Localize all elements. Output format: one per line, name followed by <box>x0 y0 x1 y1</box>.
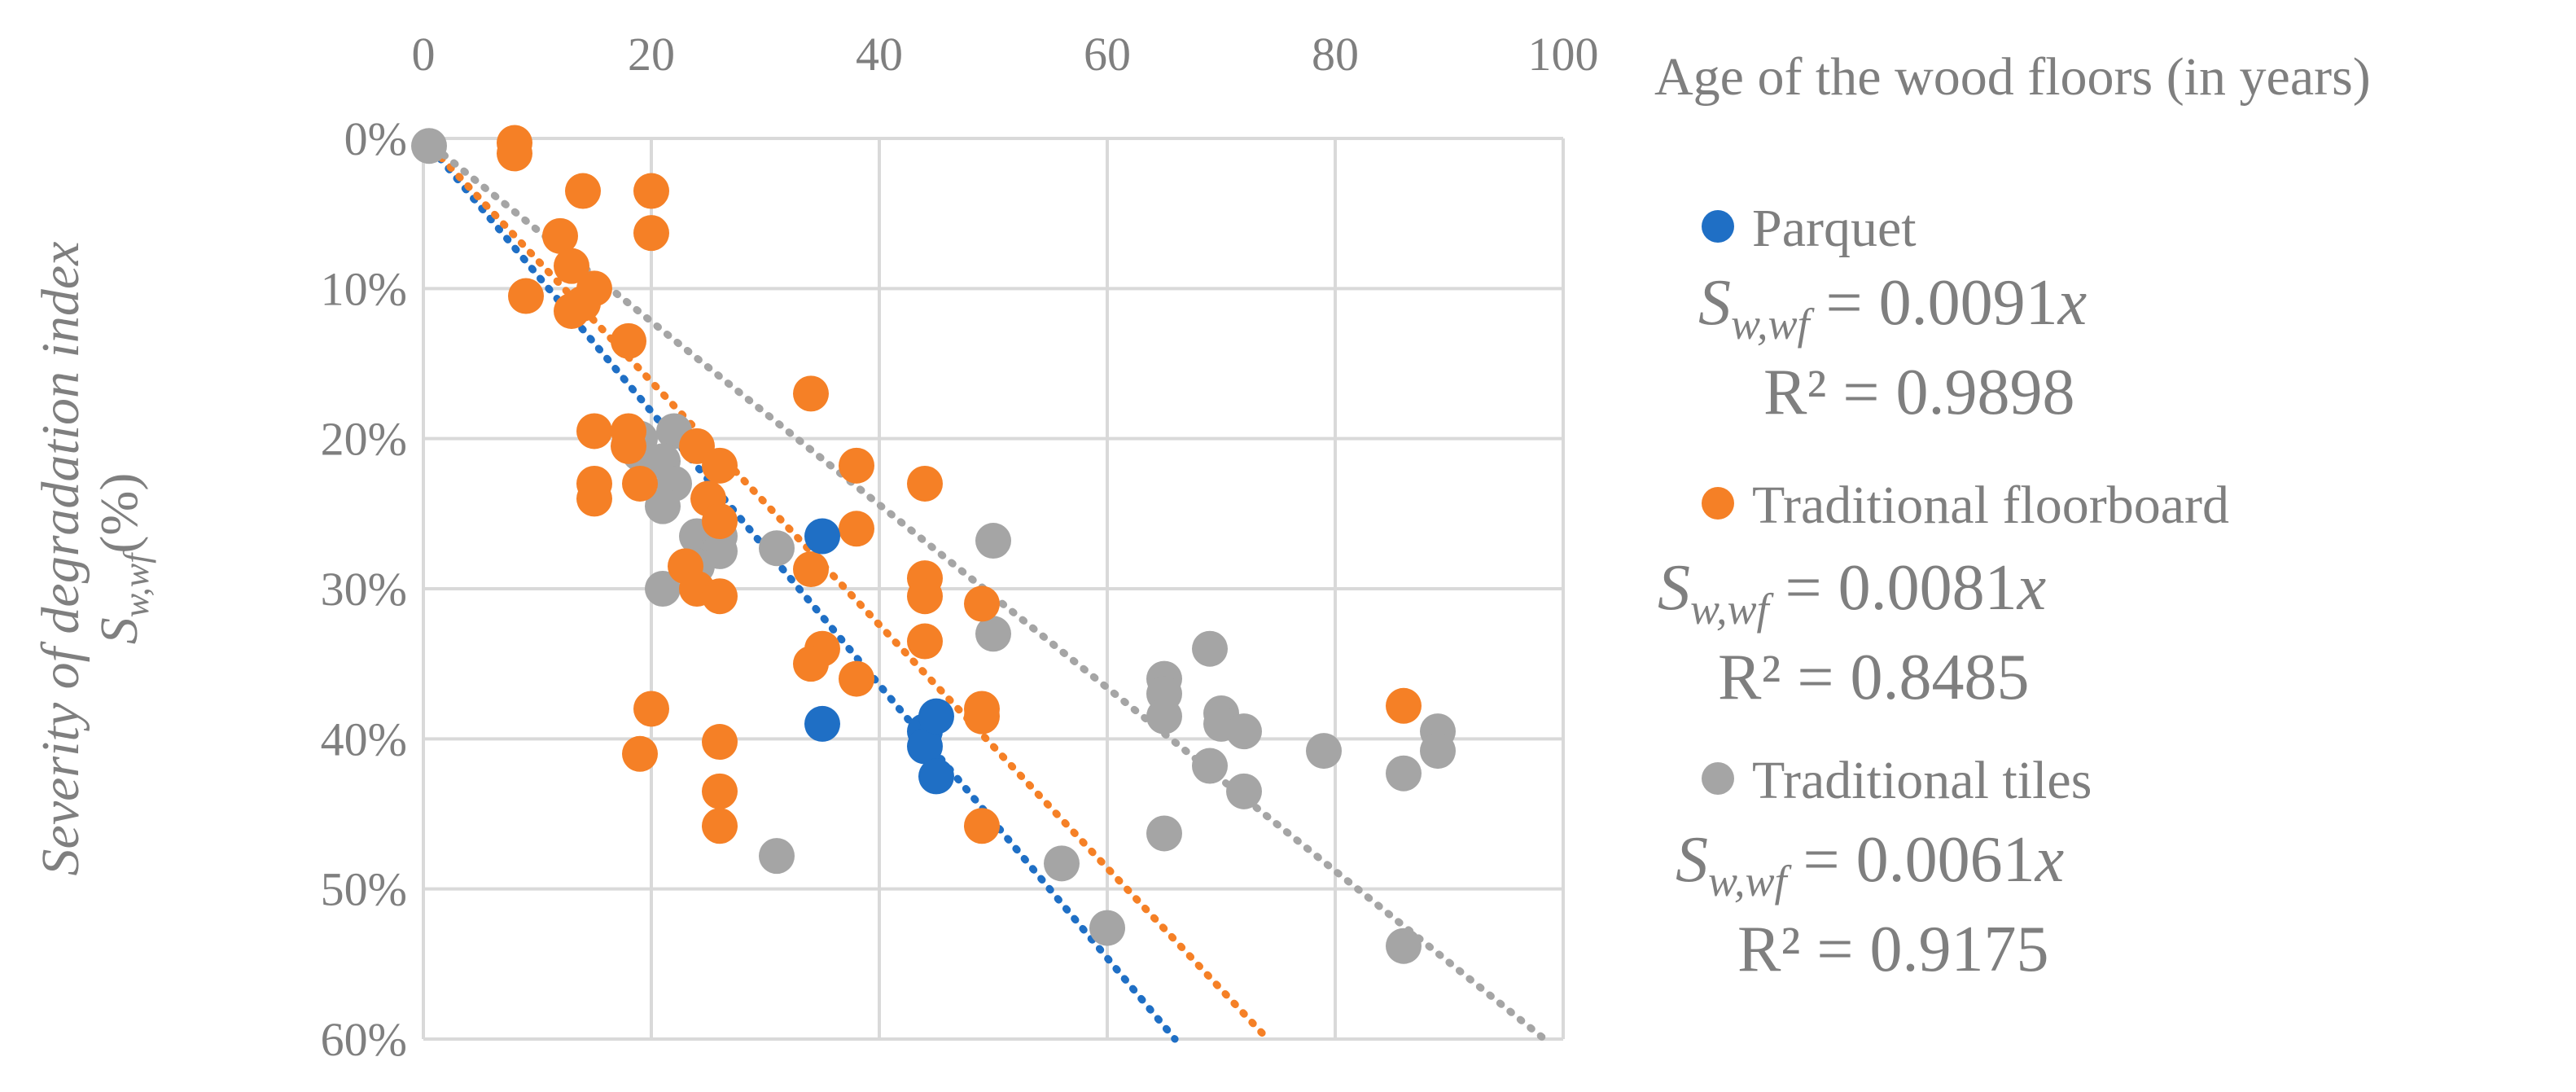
y-tick-label: 30% <box>321 563 407 616</box>
y-tick-label: 10% <box>321 262 407 315</box>
data-point <box>1226 773 1262 809</box>
y-tick-label: 50% <box>321 863 407 916</box>
data-point <box>1386 687 1422 724</box>
data-point <box>918 758 954 795</box>
data-point <box>554 248 589 284</box>
data-point <box>907 578 943 615</box>
data-point <box>611 428 646 464</box>
trendline <box>419 134 1272 1043</box>
data-point <box>497 135 532 172</box>
data-point <box>633 691 669 727</box>
data-point <box>1306 733 1342 770</box>
x-tick-label: 40 <box>856 28 903 81</box>
data-point <box>645 571 681 607</box>
trendline-equation: Sw,wf = 0.0091x <box>1698 267 2087 349</box>
data-point <box>793 551 829 588</box>
data-point <box>964 808 1000 844</box>
r-squared-label: R² = 0.9175 <box>1737 914 2048 985</box>
x-tick-labels: 0 20 40 60 80 100 <box>412 28 1599 81</box>
legend: Parquet Sw,wf = 0.0091x R² = 0.9898 Traditi… <box>1658 199 2229 985</box>
data-point <box>759 838 795 875</box>
data-point <box>804 518 840 555</box>
data-point <box>964 698 1000 735</box>
r-squared-label: R² = 0.8485 <box>1718 642 2029 713</box>
y-axis-title: Severity of degradation index <box>31 242 90 876</box>
data-point <box>576 480 612 517</box>
data-point <box>793 646 829 682</box>
data-point <box>554 292 589 329</box>
trendline <box>419 134 1179 1043</box>
legend-marker <box>1702 487 1734 520</box>
x-tick-label: 20 <box>628 28 675 81</box>
data-point <box>645 488 681 524</box>
y-axis-symbol-text: Sw,wf(%) <box>90 473 156 645</box>
y-axis-symbol: Sw,wf(%) <box>90 473 156 645</box>
y-tick-labels: 0% 10% 20% 30% 40% 50% 60% <box>321 112 407 1066</box>
x-tick-label: 60 <box>1084 28 1131 81</box>
y-tick-label: 60% <box>321 1013 407 1066</box>
r-squared-label: R² = 0.9898 <box>1763 357 2074 428</box>
data-point <box>1146 698 1182 735</box>
data-point <box>907 728 943 765</box>
legend-label: Parquet <box>1752 199 1917 258</box>
data-points <box>411 125 1456 964</box>
data-point <box>907 465 943 502</box>
data-point <box>633 215 669 252</box>
data-point <box>565 173 601 209</box>
y-tick-label: 0% <box>344 112 407 165</box>
y-tick-label: 40% <box>321 713 407 765</box>
data-point <box>576 413 612 450</box>
data-point <box>839 511 874 547</box>
trendline-equation: Sw,wf = 0.0061x <box>1676 824 2064 906</box>
x-tick-label: 0 <box>412 28 436 81</box>
data-point <box>759 530 795 567</box>
data-point <box>508 278 544 314</box>
data-point <box>1192 748 1228 784</box>
data-point <box>1044 845 1080 882</box>
x-tick-label: 80 <box>1312 28 1359 81</box>
data-point <box>542 217 578 254</box>
legend-marker <box>1702 210 1734 243</box>
x-tick-label: 100 <box>1528 28 1599 81</box>
data-point <box>975 616 1011 652</box>
legend-label: Traditional tiles <box>1752 751 2092 810</box>
data-point <box>839 660 874 697</box>
data-point <box>1420 733 1456 770</box>
data-point <box>702 724 738 761</box>
data-point <box>839 447 874 484</box>
data-point <box>702 578 738 615</box>
data-point <box>975 523 1011 559</box>
data-point <box>702 503 738 540</box>
y-axis-title-line1: Severity of degradation index <box>31 242 90 876</box>
data-point <box>793 375 829 412</box>
trendline-equation: Sw,wf = 0.0081x <box>1658 552 2046 634</box>
data-point <box>1192 630 1228 667</box>
data-point <box>1226 713 1262 750</box>
data-point <box>1146 815 1182 852</box>
data-point <box>964 585 1000 622</box>
data-point <box>804 705 840 742</box>
x-axis-title: Age of the wood floors (in years) <box>1654 47 2371 107</box>
data-point <box>907 623 943 660</box>
data-point <box>918 698 954 735</box>
legend-label: Traditional floorboard <box>1752 476 2229 535</box>
data-point <box>622 465 658 502</box>
data-point <box>411 128 447 164</box>
y-tick-label: 20% <box>321 413 407 466</box>
data-point <box>1089 910 1125 946</box>
data-point <box>611 322 646 359</box>
data-point <box>702 808 738 844</box>
legend-marker <box>1702 762 1734 795</box>
data-point <box>622 735 658 772</box>
data-point <box>702 773 738 809</box>
data-point <box>702 447 738 484</box>
data-point <box>633 173 669 209</box>
data-point <box>1386 928 1422 964</box>
data-point <box>1386 755 1422 792</box>
